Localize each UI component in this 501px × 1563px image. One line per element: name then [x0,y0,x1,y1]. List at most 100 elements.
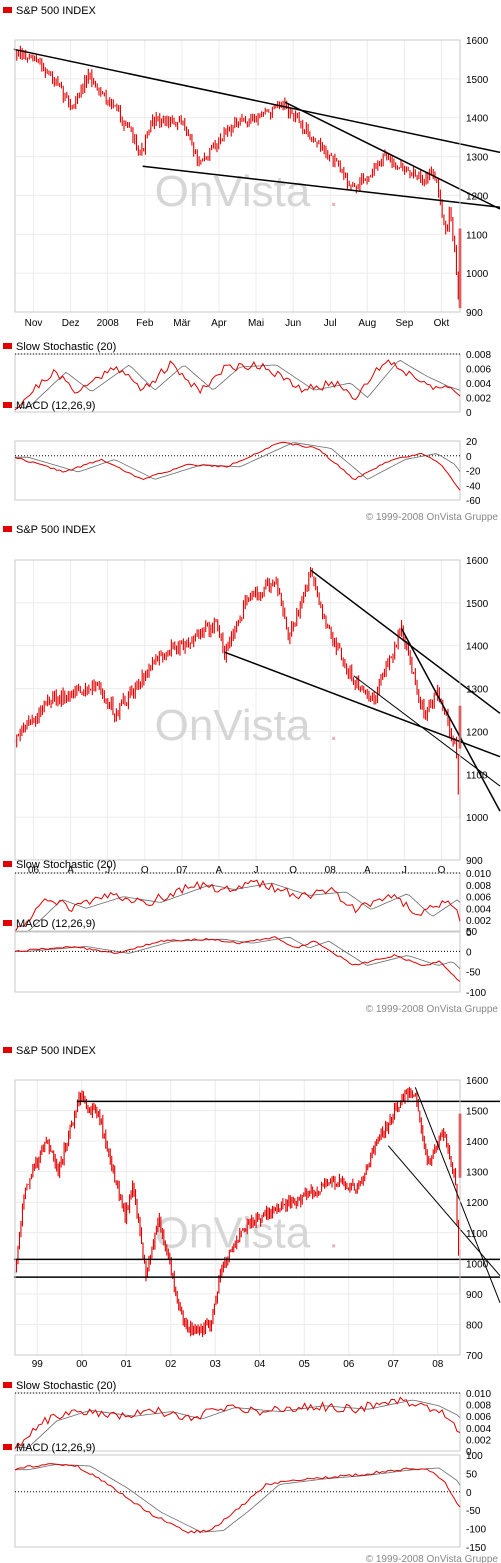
chart-3-macd-title: MACD (12,26,9) [16,1442,95,1454]
chart-2-copyright: © 1999-2008 OnVista Gruppe [366,1004,499,1015]
chart-1-x-tick-label: Jun [285,318,301,329]
chart-2-y-tick-label: 1200 [466,727,489,738]
chart-2-title-legend-swatch [3,526,12,532]
chart-2-x-tick-label: J [105,865,110,876]
chart-2-macd-frame [14,930,461,993]
chart-1-stochastic-y-axis: 0.008 0.006 0.004 0.002 0 [466,350,491,419]
chart-3-y-tick-label: 1200 [466,1198,489,1209]
chart-3-macd-frame [14,1454,461,1548]
chart-2-macd-title-legend-swatch [3,920,12,926]
chart-1-x-tick-label: Okt [434,318,450,329]
chart-2-y-tick-label: 1100 [466,770,488,781]
chart-1-macd-y-tick-label: -40 [466,481,481,492]
chart-3-x-axis: 99 00 01 02 03 04 05 06 07 08 [32,1359,444,1370]
chart-1-y-tick-label: 1400 [466,114,489,125]
chart-1-title: S&P 500 INDEX [16,5,97,17]
chart-2-y-axis: 1600 1500 1400 1300 1200 1100 1000 900 [466,556,489,867]
chart-1-x-tick-label: Aug [358,318,376,329]
chart-1-copyright: © 1999-2008 OnVista Gruppe [366,512,499,523]
chart-1-x-tick-label: Nov [25,318,43,329]
chart-1-macd-title-legend-swatch [3,402,12,408]
chart-3-plot-frame [14,1079,461,1356]
chart-3-title: S&P 500 INDEX [16,1045,97,1057]
chart-1-y-axis: 1600 1500 1400 1300 1200 1100 1000 900 [466,36,489,319]
chart-1-y-tick-label: 1000 [466,269,489,280]
chart-2-trend-line [224,651,501,758]
chart-2-stochastic-y-tick-label: 0 [466,928,472,939]
chart-2-x-tick-label: A [216,865,223,876]
chart-2-trend-line [400,628,501,812]
chart-1-trend-line [142,165,501,208]
chart-3-y-tick-label: 1100 [466,1229,488,1240]
chart-3-stochastic-y-tick-label: 0.010 [466,1389,491,1400]
chart-3-copyright: © 1999-2008 OnVista Gruppe [366,1554,499,1563]
chart-1-y-tick-label: 1300 [466,153,489,164]
chart-1-stochastic-title: Slow Stochastic (20) [16,341,116,353]
chart-1-macd-y-axis: 20 0 -20 -40 -60 [466,437,481,507]
chart-2-macd-y-axis: 500-50-100 [466,927,486,999]
chart-2-title: S&P 500 INDEX [16,524,97,536]
chart-2-y-tick-label: 1000 [466,813,489,824]
chart-2-y-tick-label: 1300 [466,685,489,696]
chart-2-macd-y-tick-label: 0 [466,947,472,958]
chart-1-x-axis: Nov Dez 2008 Feb Mär Apr Mai Jun Jul Aug Sep Okt [25,318,450,329]
chart-2-macd-title: MACD (12,26,9) [16,918,95,930]
chart-2-stochastic-y-tick-label: 0.010 [466,869,491,880]
chart-2-x-tick-label: 08 [325,865,337,876]
chart-2-macd-y-tick-label: -100 [466,988,486,999]
chart-2-x-tick-label: J [254,865,259,876]
chart-2-x-tick-label: 06 [28,865,40,876]
chart-1-watermark: OnVista [155,167,311,216]
chart-2-x-tick-label: 07 [176,865,188,876]
chart-2-stochastic-y-tick-label: 0.002 [466,916,491,927]
chart-2-plot-frame [14,559,461,861]
chart-2-price-bars [14,567,462,819]
chart-1-y-tick-label: 1500 [466,75,489,86]
chart-2-stochastic-title-legend-swatch [3,861,12,867]
chart-1-stochastic-y-tick-label: 0 [466,408,472,419]
chart-3-watermark-dot: . [330,1222,338,1255]
chart-2-watermark: OnVista [155,701,311,750]
chart-1-title-legend-swatch [3,7,12,13]
chart-3-stochastic-title-legend-swatch [3,1382,12,1388]
chart-3-y-tick-label: 800 [466,1320,483,1331]
chart-1-y-tick-label: 1200 [466,191,489,202]
chart-2-x-tick-label: O [438,865,446,876]
chart-1-x-tick-label: Mär [173,318,191,329]
chart-3-macd-title-legend-swatch [3,1444,12,1450]
chart-2-stochastic-signal-series [15,882,461,932]
chart-3-y-tick-label: 1500 [466,1107,489,1118]
chart-1-y-tick-label: 1600 [466,36,489,47]
chart-3-x-tick-label: 99 [32,1359,44,1370]
chart-2-y-tick-label: 1500 [466,599,489,610]
chart-3-x-tick-label: 00 [76,1359,88,1370]
chart-2-y-tick-label: 1400 [466,642,489,653]
chart-3-stochastic-y-tick-label: 0.002 [466,1435,491,1446]
chart-2-stochastic-title: Slow Stochastic (20) [16,859,116,871]
chart-2-x-tick-label: O [289,865,297,876]
chart-2-trend-line [310,569,501,714]
chart-1-trend-line [13,48,501,154]
chart-3-stochastic-y-tick-label: 0.004 [466,1424,491,1435]
chart-1-macd-y-tick-label: 0 [466,452,472,463]
chart-3-x-tick-label: 07 [388,1359,400,1370]
chart-3-macd-y-tick-label: -50 [466,1506,481,1517]
chart-3-x-tick-label: 08 [432,1359,444,1370]
chart-3-y-axis: 1600 1500 1400 1300 1200 1100 1000 900 800 700 [466,1076,489,1362]
chart-3-stochastic-title: Slow Stochastic (20) [16,1380,116,1392]
chart-3-x-tick-label: 04 [254,1359,266,1370]
chart-3-y-tick-label: 1300 [466,1168,489,1179]
chart-3-trend-line [414,1087,501,1303]
chart-2-stochastic-series [14,879,461,933]
chart-2-macd-y-tick-label: -50 [466,968,481,979]
chart-3-y-tick-label: 1000 [466,1259,489,1270]
chart-3-stochastic-signal-series [15,1399,461,1448]
chart-3-stochastic-series [14,1396,461,1450]
chart-1-y-tick-label: 900 [466,308,483,319]
chart-3-macd-y-tick-label: -100 [466,1525,486,1536]
chart-2-trend-line [353,675,501,787]
chart-1-stochastic-title-legend-swatch [3,343,12,349]
